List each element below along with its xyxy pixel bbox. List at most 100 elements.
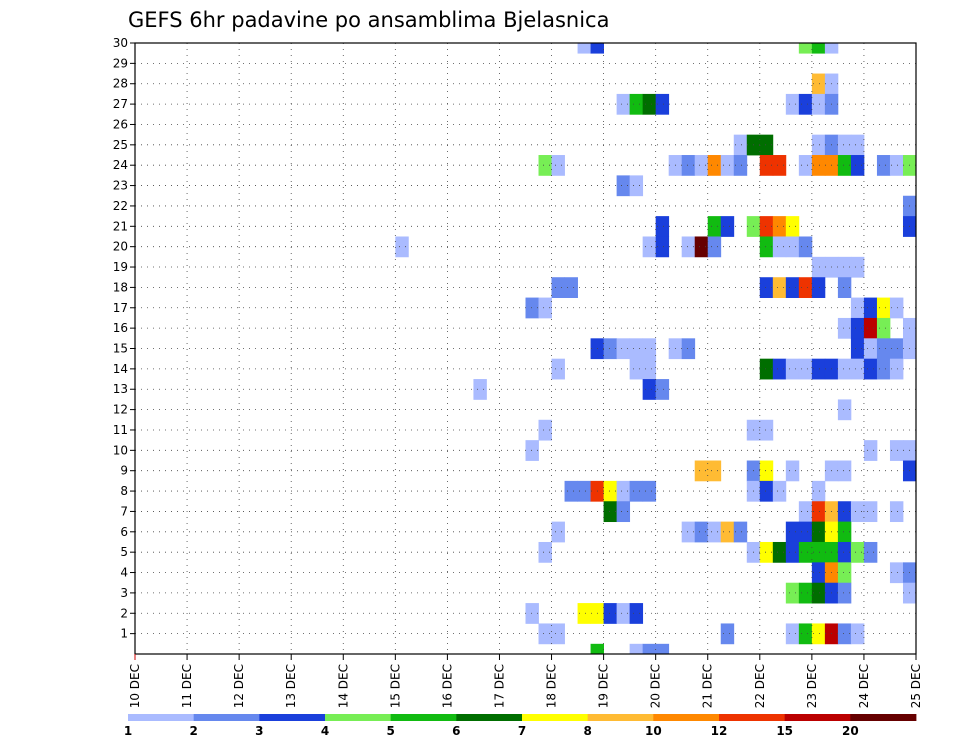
heatmap-cell (603, 603, 618, 624)
heatmap-cell (785, 93, 800, 115)
heatmap-cell (629, 603, 644, 624)
heatmap-cell (850, 338, 865, 360)
heatmap-cell (785, 623, 800, 645)
y-tick-label: 11 (113, 423, 128, 437)
heatmap-cell (863, 338, 878, 360)
heatmap-cell (811, 155, 826, 176)
heatmap-cell (837, 501, 852, 523)
heatmap-cell (642, 358, 657, 380)
heatmap-cell (759, 216, 774, 237)
legend-label: 15 (776, 724, 793, 738)
heatmap-cell (889, 358, 904, 380)
heatmap-cell (616, 480, 631, 502)
heatmap-cell (603, 501, 618, 523)
heatmap-cell (759, 236, 774, 258)
heatmap-cell (681, 155, 696, 176)
heatmap-cell (707, 460, 722, 482)
legend-label: 7 (518, 724, 526, 738)
heatmap-cell (564, 480, 578, 502)
heatmap-cell (473, 379, 487, 400)
heatmap-cell (785, 521, 800, 543)
y-tick-label: 19 (113, 260, 128, 274)
heatmap-cell (577, 43, 591, 54)
heatmap-cell (811, 277, 826, 298)
heatmap-cell (616, 338, 631, 360)
y-tick-label: 9 (120, 464, 128, 478)
legend-label: 3 (255, 724, 263, 738)
heatmap-cell (785, 358, 800, 380)
heatmap-cell (863, 317, 878, 339)
heatmap-cell (785, 582, 800, 604)
heatmap-cell (694, 521, 709, 543)
heatmap-cell (772, 480, 787, 502)
legend-label: 8 (583, 724, 591, 738)
heatmap-cell (798, 93, 813, 115)
heatmap-cell (837, 256, 852, 278)
heatmap-cell (837, 623, 852, 645)
heatmap-cell (798, 623, 813, 645)
heatmap-cell (759, 460, 774, 482)
y-tick-label: 23 (113, 179, 128, 193)
heatmap-cell (889, 155, 904, 176)
heatmap-cell (538, 541, 552, 563)
y-tick-label: 2 (120, 606, 128, 620)
heatmap-cell (551, 358, 565, 380)
y-tick-label: 5 (120, 545, 128, 559)
heatmap-cell (525, 297, 539, 319)
heatmap-cell (811, 521, 826, 543)
heatmap-cell (837, 358, 852, 380)
heatmap-cell (538, 419, 552, 441)
heatmap-cell (590, 643, 604, 655)
y-tick-label: 24 (113, 158, 128, 172)
heatmap-cell (850, 358, 865, 380)
x-axis: 10 DEC 11 DEC 12 DEC 13 DEC 14 DEC 15 DEC 16 D… (128, 654, 923, 708)
heatmap-cell (811, 93, 826, 115)
heatmap-cell (876, 317, 891, 339)
heatmap-cell (759, 541, 774, 563)
heatmap-cell (811, 43, 826, 54)
legend-swatch (128, 714, 195, 721)
legend-swatch (653, 714, 720, 721)
heatmap-cell (616, 603, 631, 624)
heatmap-cell (603, 338, 618, 360)
y-tick-label: 7 (120, 504, 128, 518)
x-tick-label: 12 DEC (232, 664, 246, 708)
heatmap-cell (876, 358, 891, 380)
heatmap-cell (629, 480, 644, 502)
heatmap-cell (837, 460, 852, 482)
heatmap-cell (720, 216, 735, 237)
heatmap-cell (772, 541, 787, 563)
color-legend: 1 2 3 4 5 6 7 8 10 12 15 20 (124, 714, 917, 738)
heatmap-cell (850, 297, 865, 319)
heatmap-cell (772, 216, 787, 237)
heatmap-cell (642, 236, 657, 258)
legend-swatch (325, 714, 392, 721)
x-tick-label: 11 DEC (180, 664, 194, 708)
heatmap-cell (629, 175, 644, 197)
heatmap-cell (863, 440, 878, 461)
heatmap-cell (681, 236, 696, 258)
heatmap-cell (759, 134, 774, 156)
heatmap-cell (811, 501, 826, 523)
heatmap-cell (850, 501, 865, 523)
heatmap-cell (785, 216, 800, 237)
y-tick-label: 8 (120, 484, 128, 498)
heatmap-cell (629, 338, 644, 360)
x-tick-label: 15 DEC (388, 664, 402, 708)
heatmap-cell (863, 541, 878, 563)
x-tick-label: 24 DEC (857, 664, 871, 708)
heatmap-cell (811, 256, 826, 278)
heatmap-cell (889, 562, 904, 584)
y-tick-label: 22 (113, 199, 128, 213)
heatmap-cell (772, 155, 787, 176)
heatmap-cell (395, 236, 409, 258)
y-tick-label: 13 (113, 382, 128, 396)
heatmap-cell (629, 358, 644, 380)
legend-label: 2 (189, 724, 197, 738)
heatmap-cell (759, 480, 774, 502)
heatmap-cell (642, 480, 657, 502)
heatmap-cell (655, 216, 670, 237)
y-tick-label: 4 (120, 566, 128, 580)
heatmap-cell (772, 236, 787, 258)
heatmap-cell (642, 643, 657, 655)
